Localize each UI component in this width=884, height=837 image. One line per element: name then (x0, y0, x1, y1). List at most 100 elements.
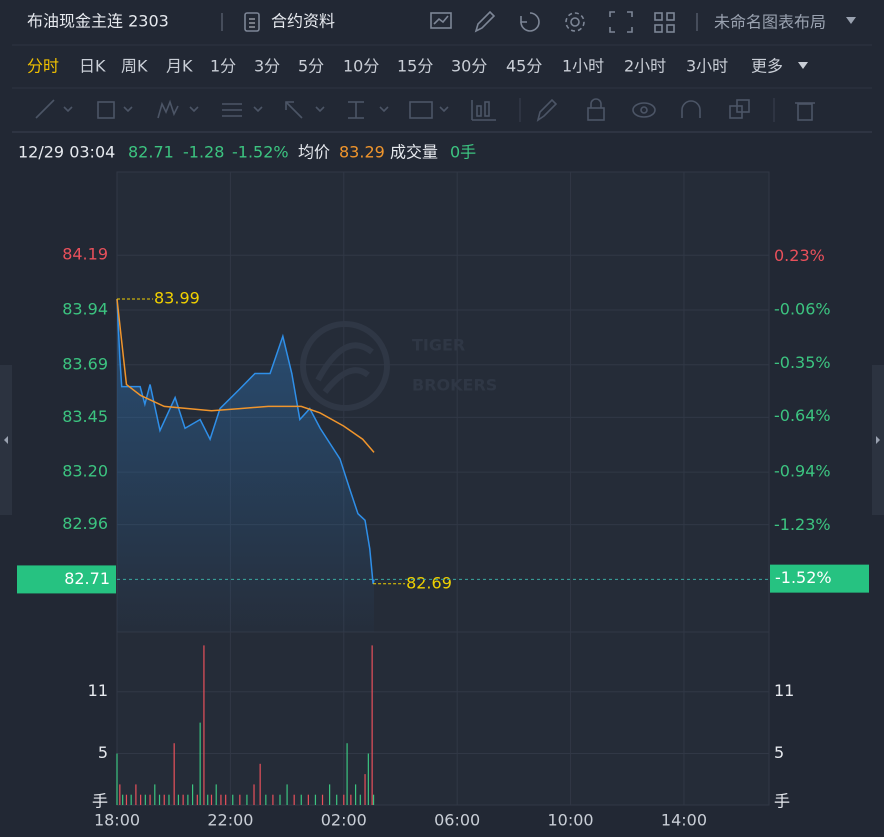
x-tick-label: 10:00 (548, 811, 594, 830)
dropdown-arrow[interactable] (798, 62, 808, 69)
volume-bar (253, 784, 255, 805)
volume-bar (359, 794, 361, 805)
volume-bar (225, 794, 227, 805)
side-arrow[interactable] (876, 436, 880, 444)
volume-bar (196, 794, 198, 805)
tab[interactable]: 周K (121, 57, 148, 76)
tab[interactable]: 1小时 (562, 57, 604, 76)
tab[interactable]: 1分 (210, 57, 236, 76)
last-price-label: 82.71 (64, 569, 110, 588)
info-price: 82.71 (128, 143, 174, 162)
volume-bar (203, 645, 205, 805)
volume-bar (307, 794, 309, 805)
volume-bar (149, 794, 151, 805)
volume-bar (293, 794, 295, 805)
info-datetime: 12/29 03:04 (18, 143, 115, 162)
y-tick-label: 83.45 (62, 407, 108, 426)
y-tick-label: 84.19 (62, 245, 108, 264)
info-change: -1.28 (183, 143, 224, 162)
volume-bar (346, 743, 348, 805)
volume-bar (119, 784, 121, 805)
tab[interactable]: 2小时 (624, 57, 666, 76)
volume-bar (259, 763, 261, 805)
volume-bar (272, 794, 274, 805)
y2-tick-label: -0.35% (774, 353, 831, 372)
volume-bar (343, 794, 345, 805)
volume-bar (122, 794, 124, 805)
tab[interactable]: 3分 (254, 57, 280, 76)
info-avg: 83.29 (339, 143, 385, 162)
info-volume: 0手 (450, 143, 476, 162)
volume-bar (279, 794, 281, 805)
tab[interactable]: 45分 (506, 57, 542, 76)
tab[interactable]: 15分 (397, 57, 433, 76)
tab[interactable]: 分时 (27, 57, 59, 76)
tab[interactable]: 3小时 (686, 57, 728, 76)
volume-bar (329, 784, 331, 805)
y2-tick-label: -0.06% (774, 300, 831, 319)
y-tick-label: 83.20 (62, 462, 108, 481)
volume-bar (239, 794, 241, 805)
volume-tick-label: 手 (774, 792, 790, 811)
tab[interactable]: 10分 (343, 57, 379, 76)
volume-bar (125, 794, 128, 805)
x-tick-label: 22:00 (207, 811, 253, 830)
volume-bar (199, 722, 201, 805)
volume-bar (215, 784, 217, 805)
volume-bar (210, 794, 213, 805)
contract-info-button[interactable]: 合约资料 (271, 12, 335, 31)
x-tick-label: 02:00 (321, 811, 367, 830)
volume-bar (246, 794, 248, 805)
tab[interactable]: 30分 (451, 57, 487, 76)
dropdown-arrow[interactable] (846, 17, 856, 24)
tab-bar: 分时 日K 周K 月K 1分 3分 5分 10分 15分 30分 45分 1小时 2小时 3小时 更多 (27, 57, 783, 76)
volume-bar (168, 794, 170, 805)
y2-tick-label: -1.23% (774, 515, 831, 534)
tab[interactable]: 日K (79, 57, 106, 76)
last-price-badge (17, 565, 116, 594)
volume-tick-label: 5 (774, 743, 784, 762)
layout-name[interactable]: 未命名图表布局 (714, 13, 826, 32)
info-change-pct: -1.52% (232, 143, 289, 162)
x-tick-label: 06:00 (434, 811, 480, 830)
volume-bar (191, 784, 194, 805)
volume-bar (173, 743, 175, 805)
volume-tick-label: 11 (774, 681, 794, 700)
volume-bar (154, 784, 156, 805)
volume-bar (232, 794, 234, 805)
volume-bar (187, 794, 189, 805)
doc-icon[interactable] (244, 12, 260, 32)
volume-tick-label: 手 (92, 792, 108, 811)
volume-bar (207, 794, 209, 805)
volume-bar (350, 794, 352, 805)
volume-bar (265, 794, 267, 805)
watermark: BROKERS (412, 376, 497, 395)
volume-bar (364, 774, 366, 805)
volume-bar (135, 784, 137, 805)
volume-tick-label: 11 (88, 681, 108, 700)
side-arrow[interactable] (4, 436, 8, 444)
volume-bar (140, 794, 142, 805)
y2-tick-label: -0.64% (774, 406, 831, 425)
x-tick-label: 18:00 (94, 811, 140, 830)
drawing-toolbar[interactable] (35, 98, 815, 122)
y-tick-label: 82.96 (62, 514, 108, 533)
price-line (116, 299, 375, 584)
tab[interactable]: 月K (166, 57, 193, 76)
price-area (117, 299, 375, 632)
y2-tick-label: 0.23% (774, 246, 825, 265)
volume-bar (314, 794, 317, 805)
y-tick-label: 83.69 (62, 354, 108, 373)
y-tick-label: 83.94 (62, 300, 108, 319)
last-pct-label: -1.52% (775, 568, 832, 587)
tab[interactable]: 更多 (751, 57, 783, 76)
volume-bar (163, 794, 165, 805)
volume-bar (158, 794, 161, 805)
volume-bar (321, 794, 324, 805)
y2-tick-label: -0.94% (774, 461, 831, 480)
tab[interactable]: 5分 (298, 57, 324, 76)
header-icons[interactable] (430, 10, 675, 33)
volume-bar (177, 794, 180, 805)
volume-bar (130, 794, 132, 805)
